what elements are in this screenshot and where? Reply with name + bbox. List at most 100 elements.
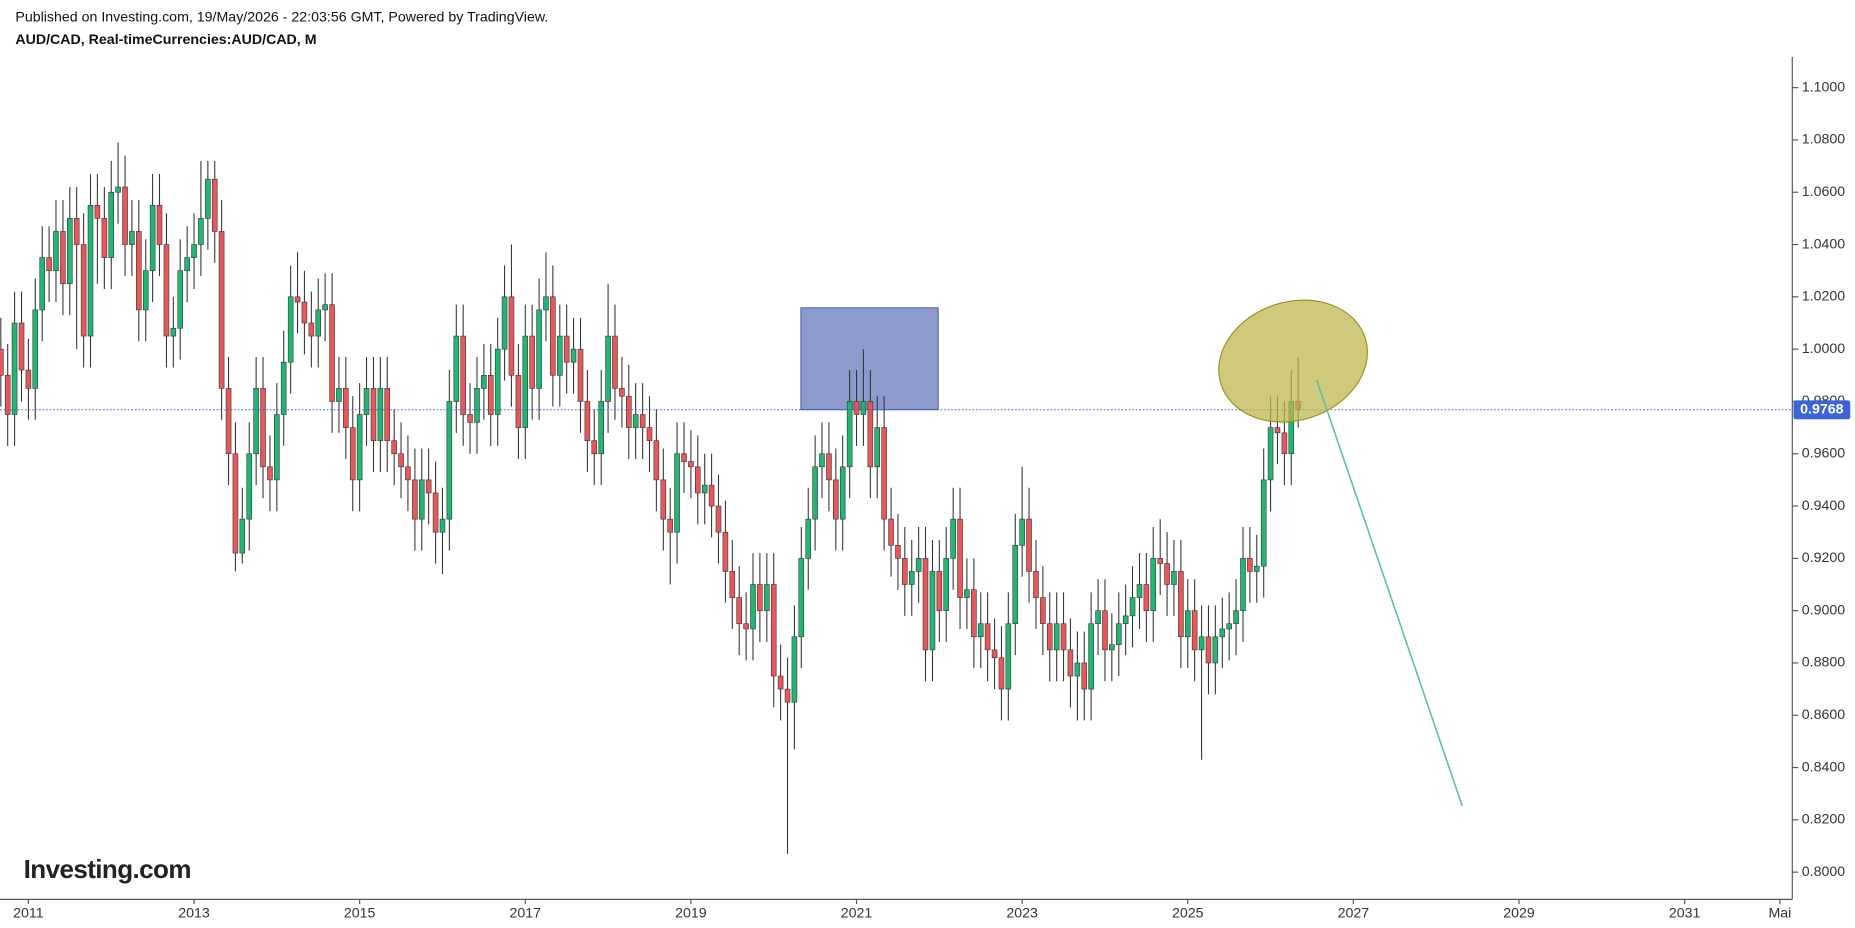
candle-body bbox=[943, 558, 949, 611]
candle-body bbox=[467, 414, 473, 423]
candle-body bbox=[543, 296, 549, 311]
candle-body bbox=[384, 388, 391, 441]
y-tick-label: 0.9600 bbox=[1802, 445, 1846, 461]
candle-body bbox=[977, 623, 984, 638]
candle-body bbox=[453, 335, 460, 402]
candle-body bbox=[115, 186, 121, 193]
candle-body bbox=[646, 427, 653, 441]
candle-body bbox=[4, 374, 11, 415]
candle-body bbox=[294, 296, 301, 303]
candle-body bbox=[667, 518, 673, 533]
candle-body bbox=[888, 518, 894, 546]
candle-body bbox=[1212, 636, 1219, 664]
candle-body bbox=[481, 374, 487, 389]
y-tick-label: 1.0600 bbox=[1802, 184, 1846, 200]
projection-line bbox=[1315, 379, 1463, 807]
candle-body bbox=[1060, 623, 1067, 651]
candle-body bbox=[529, 335, 535, 389]
candle-body bbox=[170, 327, 177, 337]
candle-body bbox=[991, 649, 998, 659]
candle-body bbox=[156, 205, 163, 245]
candle-body bbox=[1164, 563, 1170, 585]
y-tick-label: 0.8000 bbox=[1802, 864, 1846, 880]
candle-body bbox=[895, 544, 901, 559]
candle-body bbox=[881, 427, 887, 520]
candle-body bbox=[550, 296, 556, 376]
candle-body bbox=[626, 395, 632, 428]
candle-body bbox=[501, 296, 508, 350]
candle-body bbox=[950, 518, 956, 559]
candle-body bbox=[260, 388, 266, 468]
candle-body bbox=[1219, 628, 1226, 638]
y-tick-label: 0.8400 bbox=[1802, 759, 1846, 775]
candle-body bbox=[577, 348, 584, 402]
candle-body bbox=[405, 466, 411, 481]
x-tick-label: 2019 bbox=[675, 905, 707, 921]
annotations-under bbox=[800, 307, 939, 411]
last-price-label: 0.9768 bbox=[1800, 402, 1844, 418]
candle-body bbox=[136, 231, 142, 311]
candle-body bbox=[101, 218, 108, 258]
candle-body bbox=[1129, 597, 1136, 617]
chart-title: AUD/CAD, Real-timeCurrencies:AUD/CAD, M bbox=[15, 32, 316, 48]
candle-body bbox=[826, 453, 832, 481]
candle-body bbox=[619, 388, 625, 397]
candle-body bbox=[446, 401, 453, 520]
candle-body bbox=[674, 453, 680, 533]
candle-body bbox=[777, 675, 784, 690]
candle-body bbox=[708, 484, 715, 507]
candle-body bbox=[191, 244, 197, 258]
candle-body bbox=[1019, 518, 1025, 546]
candle-body bbox=[418, 479, 425, 520]
candle-body bbox=[232, 453, 239, 554]
candle-body bbox=[612, 335, 618, 389]
candle-body bbox=[957, 518, 963, 598]
candle-body bbox=[1191, 610, 1198, 651]
candle-body bbox=[1136, 584, 1143, 598]
candle-body bbox=[315, 309, 322, 337]
candle-body bbox=[53, 231, 59, 271]
y-tick-label: 0.8800 bbox=[1802, 655, 1846, 671]
candle-body bbox=[853, 401, 860, 415]
candle-body bbox=[1122, 615, 1129, 625]
x-tick-label: 2013 bbox=[178, 905, 210, 921]
candle-body bbox=[515, 374, 522, 428]
candle-body bbox=[67, 218, 73, 285]
candle-body bbox=[791, 636, 798, 703]
candle-body bbox=[1157, 558, 1163, 564]
candle-body bbox=[0, 348, 4, 376]
candle-body bbox=[736, 597, 742, 625]
candle-body bbox=[1005, 623, 1012, 690]
publish-note: Published on Investing.com, 19/May/2026 … bbox=[15, 10, 548, 26]
candle-body bbox=[846, 401, 853, 468]
candle-body bbox=[377, 388, 384, 441]
candle-body bbox=[370, 388, 377, 441]
x-tick-label: 2021 bbox=[841, 905, 873, 921]
candle-body bbox=[764, 584, 770, 611]
y-tick-label: 0.9400 bbox=[1802, 498, 1846, 514]
y-tick-label: 1.0200 bbox=[1802, 289, 1846, 305]
candle-body bbox=[1074, 662, 1081, 677]
candle-body bbox=[184, 257, 190, 271]
candle-body bbox=[1205, 636, 1212, 664]
zone-rectangle bbox=[800, 307, 939, 411]
candle-body bbox=[908, 571, 915, 585]
candle-body bbox=[1026, 518, 1032, 572]
candle-body bbox=[1102, 610, 1108, 651]
candle-body bbox=[1281, 432, 1288, 455]
candle-body bbox=[688, 461, 694, 468]
candle-body bbox=[343, 388, 349, 428]
candle-body bbox=[349, 427, 356, 481]
candle-body bbox=[701, 484, 708, 494]
x-tick-label: 2015 bbox=[344, 905, 376, 921]
candle-body bbox=[239, 518, 246, 554]
candle-body bbox=[25, 369, 32, 389]
candle-body bbox=[32, 309, 39, 389]
candle-body bbox=[833, 479, 839, 520]
candle-body bbox=[246, 453, 253, 520]
candle-body bbox=[743, 623, 749, 630]
highlight-ellipse bbox=[1218, 299, 1368, 423]
candle-body bbox=[73, 218, 80, 245]
candle-body bbox=[1088, 623, 1094, 690]
